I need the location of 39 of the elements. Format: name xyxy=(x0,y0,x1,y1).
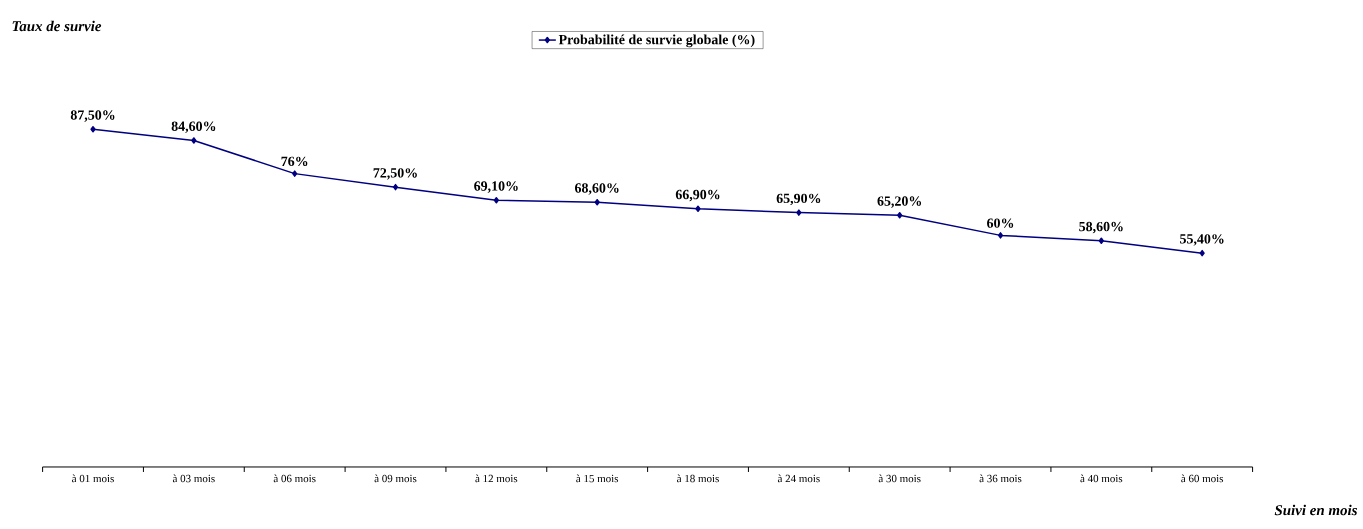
data-label: 76% xyxy=(281,156,308,167)
data-label: 66,90% xyxy=(675,189,720,202)
x-tick-label: à 06 mois xyxy=(273,474,316,483)
data-label: 87,50% xyxy=(70,110,115,122)
chart-title: Taux de survie xyxy=(12,20,102,32)
data-label: 60% xyxy=(987,218,1014,228)
data-label: 55,40% xyxy=(1180,234,1224,246)
point xyxy=(493,197,499,204)
data-label: 72,50% xyxy=(373,168,417,180)
data-label: 58,60% xyxy=(1079,221,1123,234)
x-tick-label: à 30 mois xyxy=(878,474,921,483)
point xyxy=(292,170,298,177)
point xyxy=(695,205,701,212)
x-tick-label: à 36 mois xyxy=(979,474,1022,483)
x-tick-label: à 40 mois xyxy=(1080,474,1123,483)
point xyxy=(90,125,96,133)
x-tick-label: à 03 mois xyxy=(172,474,215,483)
x-tick-label: à 60 mois xyxy=(1181,474,1224,483)
point xyxy=(392,183,399,191)
data-label: 68,60% xyxy=(575,183,619,195)
x-axis-title: Suivi en mois xyxy=(1274,504,1358,516)
data-label: 69,10% xyxy=(474,181,518,193)
point xyxy=(897,212,903,219)
data-label: 65,20% xyxy=(877,196,922,208)
data-label: 65,90% xyxy=(776,193,821,206)
point xyxy=(796,209,802,216)
x-tick-label: à 24 mois xyxy=(777,474,820,483)
x-tick-label: à 18 mois xyxy=(677,474,719,483)
x-tick-label: à 12 mois xyxy=(475,474,518,483)
point xyxy=(1199,249,1205,257)
point xyxy=(997,232,1004,239)
x-tick-label: à 01 mois xyxy=(72,474,114,483)
point xyxy=(1098,237,1104,245)
point xyxy=(594,198,600,206)
legend-label: Probabilité de survie globale (%) xyxy=(558,34,755,48)
point xyxy=(191,137,197,144)
data-label: 84,60% xyxy=(171,121,216,133)
x-tick-label: à 15 mois xyxy=(576,474,619,483)
x-tick-label: à 09 mois xyxy=(374,474,417,483)
